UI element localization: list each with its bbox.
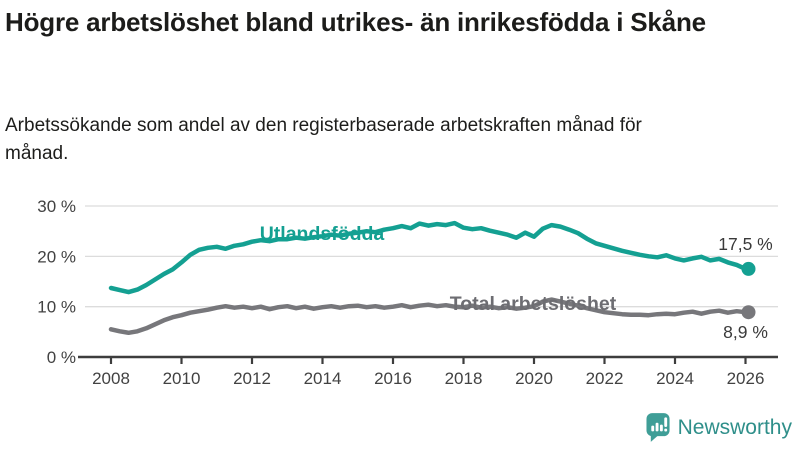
logo-bubble-tail — [650, 433, 660, 442]
logo-bar-1 — [650, 425, 654, 432]
series-end-dot — [741, 261, 756, 276]
logo-bar-2 — [655, 422, 659, 432]
series-label: Utlandsfödda — [260, 223, 385, 245]
x-axis-tick-label: 2026 — [727, 369, 765, 388]
chart-title: Högre arbetslöshet bland utrikes- än inr… — [5, 7, 706, 37]
x-axis-tick-label: 2016 — [374, 369, 412, 388]
series-label: Total arbetslöshet — [450, 293, 617, 315]
series-line-total — [108, 297, 748, 336]
chart-subtitle: Arbetssökande som andel av den registerb… — [5, 115, 642, 164]
series-line-utlandsfodda — [108, 220, 748, 295]
y-axis-tick-label: 30 % — [37, 197, 76, 216]
logo-bar-3 — [659, 424, 663, 432]
logo-exclamation-dot — [663, 428, 667, 432]
series-end-dot — [741, 305, 756, 320]
newsworthy-logo-text: Newsworthy — [677, 415, 792, 439]
y-axis-tick-label: 10 % — [37, 298, 76, 317]
x-axis-tick-label: 2010 — [163, 369, 201, 388]
x-axis-tick-label: 2018 — [445, 369, 483, 388]
x-axis-tick-label: 2008 — [92, 369, 130, 388]
x-axis-tick-label: 2022 — [586, 369, 624, 388]
line-chart: 30 % 20 % 10 % 0 % 2008 2010 2012 2014 2016 2018 2… — [37, 197, 778, 388]
x-axis-tick-label: 2012 — [233, 369, 271, 388]
x-axis-tick-label: 2024 — [656, 369, 694, 388]
series-end-value-label: 17,5 % — [718, 234, 772, 254]
newsworthy-logo: Newsworthy — [646, 412, 792, 443]
x-axis-tick-label: 2014 — [304, 369, 342, 388]
newsworthy-logo-icon — [646, 413, 670, 442]
series-end-value-label: 8,9 % — [723, 322, 768, 342]
logo-exclamation-stem — [663, 417, 667, 428]
y-axis-tick-label: 0 % — [47, 348, 76, 367]
y-axis-tick-label: 20 % — [37, 247, 76, 266]
x-axis-tick-label: 2020 — [515, 369, 553, 388]
